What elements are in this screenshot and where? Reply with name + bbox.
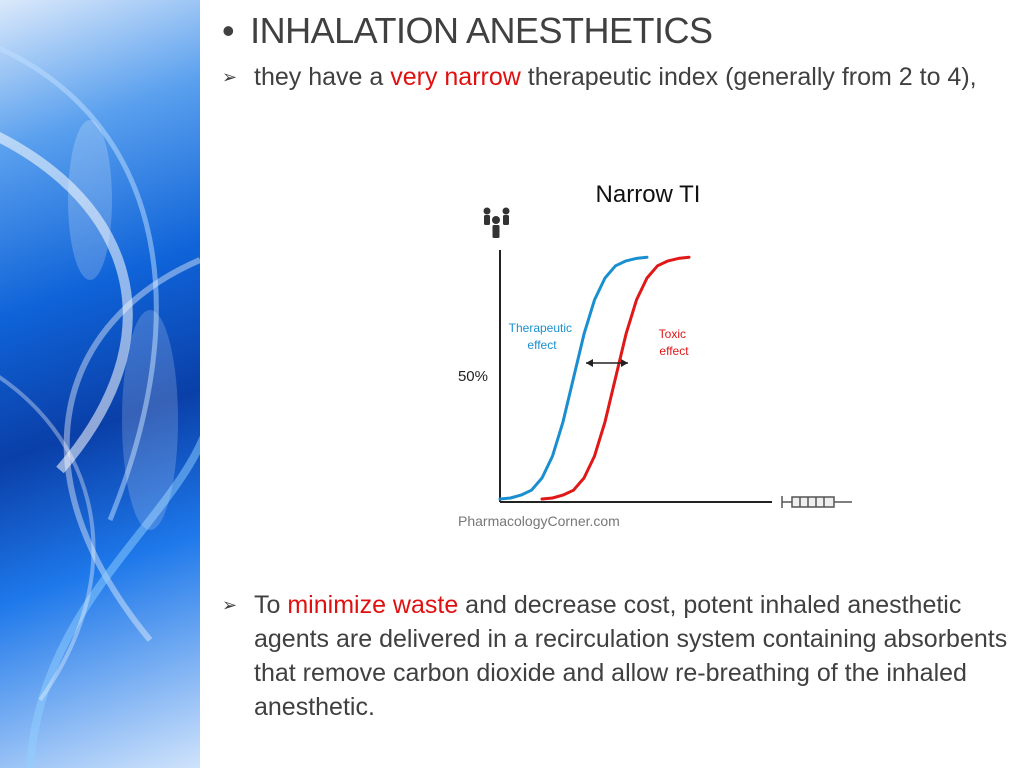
bullet-point-recirculation: ➢ To minimize waste and decrease cost, p… <box>222 588 1012 724</box>
bullet-point-therapeutic-index: ➢ they have a very narrow therapeutic in… <box>222 60 1012 94</box>
therapeutic-effect-label: Therapeutic effect <box>509 321 576 352</box>
syringe-icon <box>781 496 852 508</box>
y-tick-label: 50% <box>458 368 488 385</box>
title-bullet: • <box>222 10 235 51</box>
narrow-ti-chart: Narrow TI 50% Therapeutic effect Toxic e… <box>458 181 852 529</box>
point-text: To minimize waste and decrease cost, pot… <box>254 591 1008 721</box>
slide-title: • INHALATION ANESTHETICS <box>222 10 713 52</box>
arrow-bullet-icon: ➢ <box>222 595 238 615</box>
slide-title-text: INHALATION ANESTHETICS <box>250 10 713 51</box>
highlight-minimize-waste: minimize waste <box>287 591 459 619</box>
decorative-side-art <box>0 0 200 768</box>
ti-gap-arrow-head-right <box>621 359 628 367</box>
chart-source-credit: PharmacologyCorner.com <box>458 513 620 529</box>
highlight-very-narrow: very narrow <box>390 63 521 91</box>
people-icon <box>483 207 510 238</box>
ti-gap-arrow-head-left <box>586 359 593 367</box>
swirl-graphic <box>0 45 200 768</box>
arrow-bullet-icon: ➢ <box>222 67 238 87</box>
point-text: they have a very narrow therapeutic inde… <box>254 63 977 91</box>
chart-title: Narrow TI <box>596 181 701 208</box>
toxic-effect-curve <box>540 255 691 501</box>
toxic-effect-label: Toxic effect <box>659 327 690 358</box>
therapeutic-effect-curve <box>498 255 649 501</box>
